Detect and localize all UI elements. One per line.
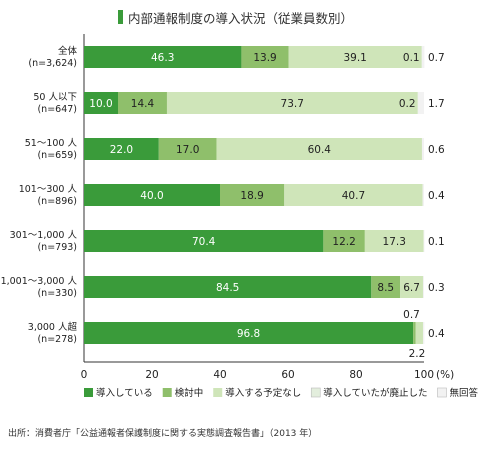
data-label: 14.4	[131, 98, 155, 110]
bar-segment	[84, 46, 242, 68]
x-tick-label: 100	[414, 369, 434, 381]
bar-segment	[84, 138, 159, 160]
data-label: 46.3	[151, 52, 174, 64]
data-label: 40.0	[140, 190, 163, 202]
data-label: 17.0	[176, 144, 199, 156]
legend-swatch	[213, 388, 223, 397]
bar-segment	[422, 322, 425, 344]
bar-segment	[241, 46, 289, 68]
category-sublabel: (n=330)	[37, 288, 77, 299]
bar-segment	[418, 92, 424, 114]
data-label: 0.1	[403, 52, 420, 64]
bar-segment	[371, 276, 401, 298]
chart-title-text: 内部通報制度の導入状況（従業員数別）	[128, 10, 354, 26]
bar-segment	[423, 230, 425, 252]
legend-label: 導入する予定なし	[225, 387, 301, 399]
data-label: 40.7	[342, 190, 365, 202]
category-sublabel: (n=896)	[37, 196, 77, 207]
bar-segment	[415, 322, 423, 344]
bar-segment	[422, 276, 424, 298]
category-label: 51～100 人	[25, 138, 78, 149]
data-label: 0.4	[428, 190, 445, 202]
bar-segment	[364, 230, 424, 252]
legend-label: 導入している	[96, 387, 153, 399]
x-tick-label: 20	[145, 369, 158, 381]
x-unit-label: (%)	[436, 369, 454, 381]
bar-segment	[84, 92, 118, 114]
data-label: 13.9	[253, 52, 276, 64]
category-label: 101～300 人	[19, 184, 78, 195]
bar-segment	[422, 184, 424, 206]
data-label: 18.9	[240, 190, 263, 202]
category-sublabel: (n=659)	[37, 150, 77, 161]
bar-segment	[323, 230, 365, 252]
data-label: 84.5	[216, 282, 239, 294]
legend-label: 無回答	[449, 387, 478, 399]
data-label: 96.8	[237, 328, 260, 340]
category-sublabel: (n=793)	[37, 242, 77, 253]
data-label: 73.7	[281, 98, 304, 110]
category-sublabel: (n=278)	[37, 334, 77, 345]
bar-segment	[421, 46, 425, 68]
x-tick-label: 60	[281, 369, 294, 381]
x-tick-label: 40	[213, 369, 226, 381]
x-tick-label: 80	[349, 369, 362, 381]
data-label: 22.0	[110, 144, 133, 156]
title-marker	[118, 10, 123, 24]
data-label: 0.7	[428, 52, 445, 64]
category-label: 50 人以下	[33, 92, 77, 103]
bar-chart: 0 20 40 60 80 100 (%) 全体(n=3,624) 46.3 13.9 39.1 0.…	[1, 34, 478, 399]
legend-swatch	[162, 388, 172, 397]
data-label: 2.2	[409, 348, 426, 360]
data-label: 0.3	[428, 282, 445, 294]
data-label: 0.7	[403, 309, 420, 321]
data-label: 0.4	[428, 328, 445, 340]
category-sublabel: (n=647)	[37, 104, 77, 115]
data-label: 70.4	[192, 236, 216, 248]
bar-segment	[421, 138, 424, 160]
data-label: 12.2	[332, 236, 355, 248]
bar-segment	[413, 322, 416, 344]
bar-segment	[84, 322, 414, 344]
bar-segment	[84, 230, 324, 252]
source-note: 出所：消費者庁「公益通報者保護制度に関する実態調査報告書」（2013 年）	[8, 429, 318, 439]
legend-label: 検討中	[175, 387, 204, 399]
data-label: 0.6	[428, 144, 445, 156]
bar-segment	[84, 184, 220, 206]
category-label: 1,001～3,000 人	[1, 276, 78, 287]
bar-segment	[84, 276, 372, 298]
data-label: 8.5	[377, 282, 394, 294]
bar-segment	[216, 138, 422, 160]
bar-segment	[288, 46, 422, 68]
data-label: 17.3	[383, 236, 406, 248]
data-label: 0.2	[399, 98, 416, 110]
bar-segment	[118, 92, 167, 114]
bar-segment	[158, 138, 217, 160]
category-label: 3,000 人超	[28, 321, 78, 333]
bar-segment	[166, 92, 418, 114]
legend-swatch	[84, 388, 93, 397]
legend-label: 導入していたが廃止した	[323, 387, 427, 399]
category-label: 301～1,000 人	[10, 230, 78, 241]
category-label: 全体	[58, 45, 78, 57]
bar-segment	[220, 184, 285, 206]
bar-segment	[284, 184, 423, 206]
data-label: 1.7	[428, 98, 445, 110]
data-label: 6.7	[403, 282, 420, 294]
legend-swatch	[437, 387, 447, 398]
legend-swatch	[310, 387, 321, 398]
bar-segment	[417, 92, 419, 114]
data-label: 39.1	[343, 52, 366, 64]
bar-segment	[400, 276, 423, 298]
data-label: 60.4	[308, 144, 332, 156]
x-tick-label: 0	[81, 369, 88, 381]
data-label: 0.1	[428, 236, 445, 248]
category-sublabel: (n=3,624)	[28, 58, 77, 69]
data-label: 10.0	[89, 98, 112, 110]
chart-title: 内部通報制度の導入状況（従業員数別）	[118, 8, 353, 26]
